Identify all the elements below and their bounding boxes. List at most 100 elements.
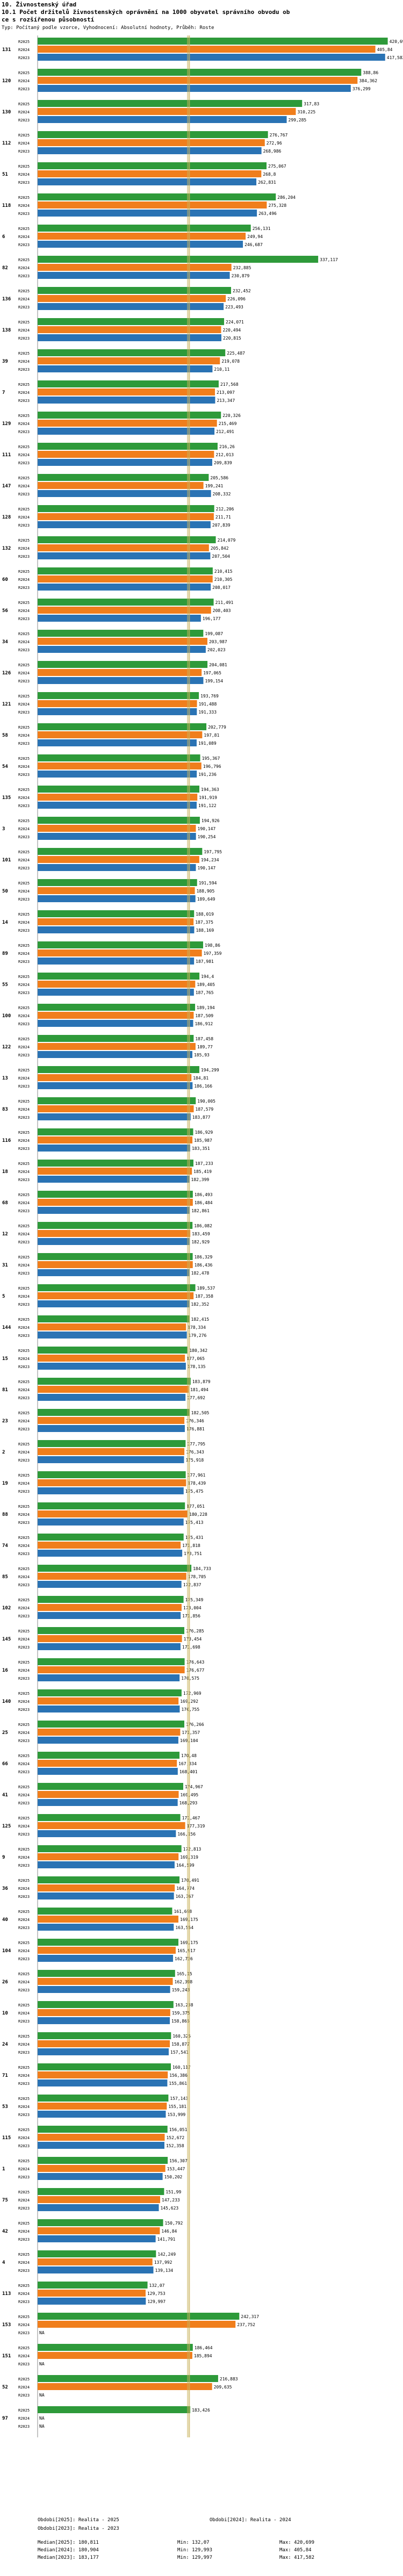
category-label: 42 xyxy=(2,2229,8,2234)
series-row-label: R2023 xyxy=(18,1053,30,1057)
series-row-label: R2023 xyxy=(18,2269,30,2273)
data-label: 182,399 xyxy=(191,1177,210,1182)
data-label: 170,491 xyxy=(181,1878,199,1883)
bar-R2023 xyxy=(38,1487,184,1494)
bar-R2023 xyxy=(38,2204,159,2211)
data-label: 188,905 xyxy=(197,889,215,894)
series-row-label: R2023 xyxy=(18,1334,30,1338)
data-label: 155,181 xyxy=(168,2104,186,2109)
series-row-label: R2025 xyxy=(18,1224,30,1228)
bar-R2025 xyxy=(38,256,319,263)
bar-R2024 xyxy=(38,2040,170,2047)
bar-R2024 xyxy=(38,856,199,863)
category-label: 23 xyxy=(2,1419,8,1424)
series-row-label: R2023 xyxy=(18,648,30,652)
bar-R2023 xyxy=(38,241,243,248)
bar-R2023 xyxy=(38,895,196,902)
category-label: 1 xyxy=(2,2167,5,2172)
series-row-label: R2025 xyxy=(18,1785,30,1789)
series-row-label: R2024 xyxy=(18,2105,30,2109)
chart-subtitle: Typ: Počítaný podle vzorce, Vyhodnocení:… xyxy=(2,25,214,31)
series-row-label: R2024 xyxy=(18,1450,30,1455)
series-row-label: R2025 xyxy=(18,133,30,138)
bar-R2024 xyxy=(38,1697,179,1704)
category-label: 9 xyxy=(2,1855,5,1860)
data-label: 194,363 xyxy=(201,787,219,792)
category-label: 116 xyxy=(2,1138,11,1143)
category-label: 122 xyxy=(2,1045,11,1050)
bar-R2024 xyxy=(38,1947,176,1954)
bar-R2023 xyxy=(38,1020,193,1027)
data-label: 172,813 xyxy=(183,1847,202,1852)
bar-R2023 xyxy=(38,864,196,871)
data-label: 152,672 xyxy=(166,2135,184,2140)
bar-R2024 xyxy=(38,1853,179,1860)
bar-R2025 xyxy=(38,2313,240,2320)
bar-R2023 xyxy=(38,2266,154,2273)
category-label: 74 xyxy=(2,1543,8,1549)
bar-R2024 xyxy=(38,1292,194,1299)
bar-R2025 xyxy=(38,1783,183,1790)
series-row-label: R2025 xyxy=(18,850,30,854)
data-label: 186,464 xyxy=(195,2345,213,2350)
series-row-label: R2024 xyxy=(18,2167,30,2171)
data-label: 169,175 xyxy=(180,1940,198,1945)
bar-R2023 xyxy=(38,1238,190,1245)
series-row-label: R2025 xyxy=(18,351,30,356)
bar-R2023 xyxy=(38,365,213,372)
series-row-label: R2024 xyxy=(18,702,30,707)
category-label: 15 xyxy=(2,1356,8,1362)
series-row-label: R2025 xyxy=(18,912,30,917)
series-row-label: R2024 xyxy=(18,2198,30,2203)
bar-R2025 xyxy=(38,131,268,138)
data-label: 210,305 xyxy=(214,577,233,582)
data-label: 183,879 xyxy=(192,1379,211,1384)
series-row-label: R2024 xyxy=(18,1357,30,1361)
bar-R2023 xyxy=(38,1519,184,1526)
series-row-label: R2025 xyxy=(18,601,30,605)
bar-R2024 xyxy=(38,1884,175,1891)
series-row-label: R2025 xyxy=(18,71,30,75)
data-label: 183,351 xyxy=(192,1146,210,1151)
bar-R2025 xyxy=(38,630,204,637)
data-label: 173,454 xyxy=(184,1637,202,1642)
data-label: 175,918 xyxy=(185,1458,204,1463)
data-label: 204,081 xyxy=(209,663,227,667)
category-label: 138 xyxy=(2,328,11,333)
bar-R2024 xyxy=(38,2134,165,2141)
category-label: 120 xyxy=(2,78,11,84)
category-label: 97 xyxy=(2,2416,8,2421)
bar-R2023 xyxy=(38,334,222,341)
data-label: 197,065 xyxy=(203,671,221,675)
stat-min-2023: Min: 129,997 xyxy=(177,2555,213,2560)
category-label: 111 xyxy=(2,452,11,458)
series-row-label: R2025 xyxy=(18,102,30,106)
data-label: 190,005 xyxy=(197,1099,215,1104)
series-row-label: R2023 xyxy=(18,87,30,91)
series-row-label: R2025 xyxy=(18,1006,30,1010)
series-row-label: R2024 xyxy=(18,266,30,270)
data-label: 210,11 xyxy=(214,367,229,372)
bar-R2025 xyxy=(38,1658,185,1665)
data-label: 163,767 xyxy=(176,1894,194,1899)
series-row-label: R2025 xyxy=(18,2190,30,2194)
data-label: 199,154 xyxy=(205,679,223,683)
series-row-label: R2025 xyxy=(18,2377,30,2381)
bar-R2023 xyxy=(38,2017,170,2024)
series-row-label: R2023 xyxy=(18,1427,30,1431)
bar-R2024 xyxy=(38,825,196,832)
bar-R2024 xyxy=(38,1573,186,1580)
data-label: 196,796 xyxy=(203,764,221,769)
series-row-label: R2023 xyxy=(18,1116,30,1120)
data-label: 185,93 xyxy=(194,1053,210,1057)
bar-R2025 xyxy=(38,1347,188,1354)
bar-R2024 xyxy=(38,638,207,645)
bar-R2024 xyxy=(38,1043,196,1050)
series-row-label: R2023 xyxy=(18,1303,30,1307)
data-label: 183,877 xyxy=(192,1115,211,1120)
data-label: 169,292 xyxy=(180,1699,198,1704)
data-label: 196,177 xyxy=(203,616,221,621)
bar-R2023 xyxy=(38,459,213,466)
data-label: 158,877 xyxy=(171,2042,190,2047)
data-label: 182,505 xyxy=(191,1411,210,1415)
